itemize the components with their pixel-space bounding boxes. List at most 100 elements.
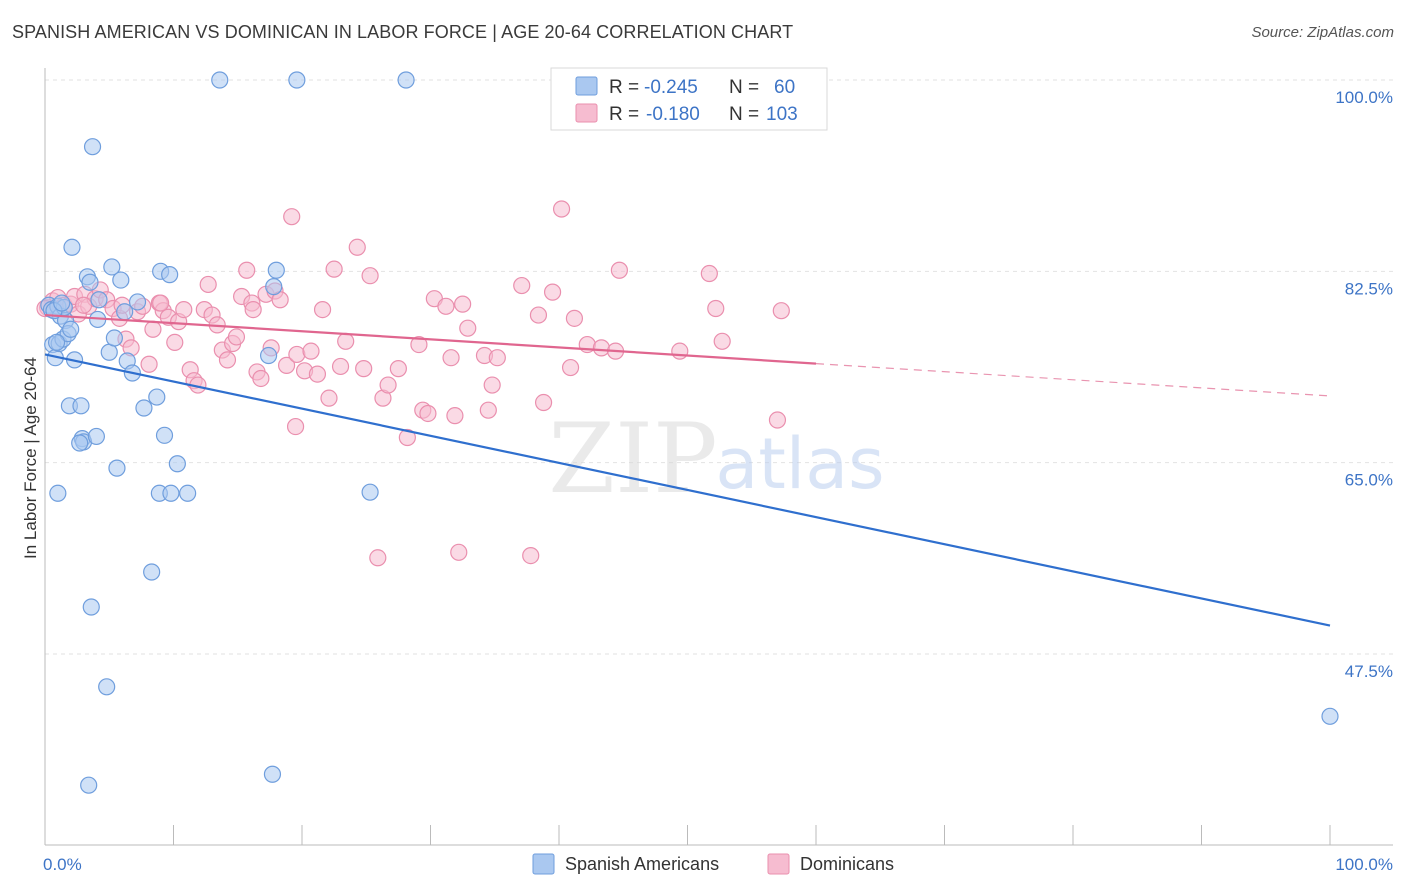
source-label: Source: ZipAtlas.com — [1251, 24, 1394, 41]
spanish-american-point — [179, 484, 197, 502]
dominican-point — [483, 376, 501, 394]
dominican-point — [361, 267, 379, 285]
spanish-american-point — [103, 258, 121, 276]
dominican-point — [513, 276, 531, 295]
x-tick-labels: 0.0% 100.0% — [43, 855, 1393, 874]
spanish-american-point — [143, 563, 161, 581]
dominican-point — [713, 332, 731, 350]
dominican-point — [552, 200, 571, 218]
dominican-point — [288, 345, 306, 364]
dominican-point — [348, 238, 366, 256]
grid-lines — [45, 79, 1393, 655]
dominican-point — [227, 328, 246, 346]
dominican-point — [700, 264, 718, 283]
dominican-point — [286, 417, 305, 436]
dominican-point — [446, 407, 464, 425]
dominican-point — [337, 332, 355, 350]
dominican-point — [144, 320, 162, 338]
dominican-point — [529, 306, 548, 324]
legend-n-label-1: N = — [729, 77, 759, 98]
dominican-point — [331, 357, 350, 376]
spanish-american-point — [82, 598, 100, 616]
dominican-point — [561, 358, 580, 377]
dominican-point — [175, 301, 193, 319]
legend-n-label-2: N = — [729, 104, 759, 125]
axes — [44, 68, 1393, 846]
stats-legend: R = -0.245 N = 60 R = -0.180 N = 103 — [550, 67, 828, 131]
spanish-american-point — [100, 343, 118, 361]
dominican-point — [534, 393, 553, 412]
spanish-americans-trend-line — [44, 353, 1331, 627]
dominican-point — [140, 355, 158, 373]
dominicans-points — [36, 200, 790, 567]
spanish-american-point — [1321, 707, 1339, 725]
legend-r-value-1: -0.245 — [644, 77, 698, 98]
spanish-american-point — [112, 271, 130, 289]
spanish-american-point — [81, 273, 99, 291]
spanish-american-point — [62, 320, 80, 338]
spanish-american-point — [72, 397, 90, 415]
spanish-american-point — [49, 484, 67, 502]
dominican-point — [199, 275, 217, 294]
zipatlas-watermark: ZIP atlas — [548, 403, 884, 515]
dominican-point — [320, 389, 338, 407]
spanish-american-point — [259, 346, 278, 365]
spanish-american-point — [267, 261, 285, 279]
dominican-point — [671, 342, 689, 360]
y-tick-label: 47.5% — [1345, 662, 1393, 681]
dominican-point — [707, 299, 725, 318]
spanish-american-point — [263, 765, 282, 783]
y-tick-label: 100.0% — [1335, 88, 1393, 107]
x-tick-label: 100.0% — [1335, 855, 1393, 874]
dominican-point — [398, 428, 416, 447]
dominican-point — [313, 301, 332, 319]
dominican-point — [152, 294, 170, 312]
spanish-american-point — [397, 71, 415, 89]
spanish-american-point — [155, 426, 174, 444]
spanish-american-point — [168, 455, 186, 473]
spanish-american-point — [63, 238, 81, 256]
spanish-american-point — [80, 776, 98, 794]
dominican-point — [442, 349, 460, 367]
spanish-american-point — [265, 278, 283, 296]
dominican-point — [479, 401, 497, 419]
spanish-american-point — [108, 459, 126, 477]
dominican-point — [454, 295, 472, 313]
trend-lines — [44, 313, 1331, 627]
x-tick-label: 0.0% — [43, 855, 82, 874]
y-tick-label: 65.0% — [1345, 471, 1393, 490]
dominican-point — [308, 365, 327, 383]
watermark-zip: ZIP — [548, 403, 717, 515]
legend-swatch-dominicans — [575, 103, 598, 123]
spanish-american-point — [361, 483, 379, 501]
dominican-point — [379, 376, 397, 394]
legend-n-value-2: 103 — [766, 104, 798, 125]
y-tick-labels: 100.0% 82.5% 65.0% 47.5% — [1335, 88, 1393, 681]
dominican-point — [283, 208, 301, 226]
legend-r-label-1: R = — [609, 77, 639, 98]
spanish-american-point — [87, 427, 106, 446]
dominican-point — [302, 342, 320, 360]
legend-swatch-spanish-americans — [575, 76, 598, 96]
bottom-swatch-dominicans — [767, 853, 790, 875]
bottom-swatch-spanish-americans — [532, 853, 555, 875]
dominican-point — [369, 549, 387, 567]
spanish-american-point — [128, 293, 147, 311]
bottom-label-dominicans: Dominicans — [800, 854, 894, 874]
dominican-point — [565, 309, 584, 327]
dominicans-trend-line-extension — [815, 363, 1331, 397]
dominican-point — [610, 261, 628, 279]
dominican-point — [244, 301, 262, 319]
bottom-label-spanish-americans: Spanish Americans — [565, 854, 719, 874]
dominican-point — [488, 349, 506, 367]
dominican-point — [459, 319, 477, 337]
spanish-americans-points — [40, 71, 1339, 794]
spanish-american-point — [135, 399, 153, 417]
dominican-point — [252, 369, 270, 388]
spanish-american-point — [47, 333, 66, 351]
dominican-point — [522, 546, 540, 565]
spanish-american-point — [148, 388, 166, 406]
dominican-point — [238, 261, 256, 279]
dominican-point — [768, 411, 787, 429]
